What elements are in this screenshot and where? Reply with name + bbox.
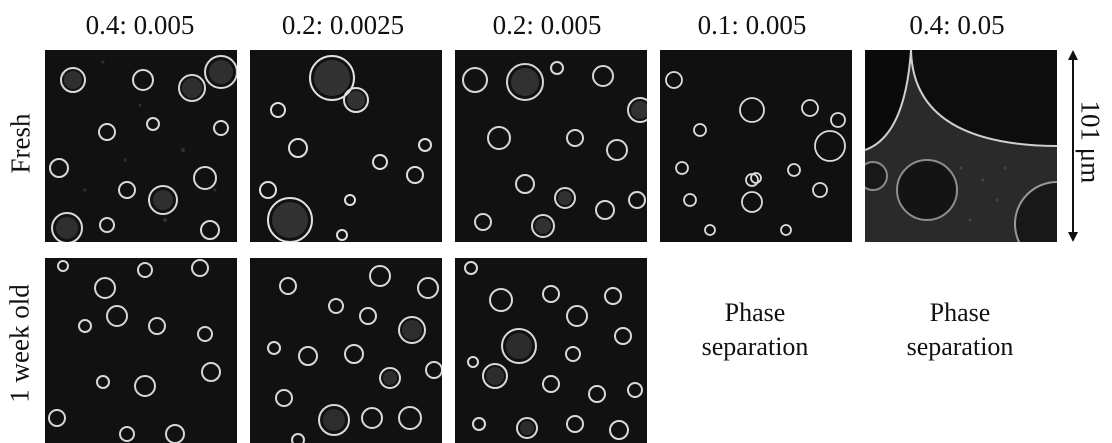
micrograph-week-old-col1 xyxy=(45,258,237,443)
column-header-5: 0.4: 0.05 xyxy=(909,10,1005,40)
column-header-1: 0.4: 0.005 xyxy=(85,10,195,40)
phase-separation-line1: Phase xyxy=(929,298,991,327)
micrograph-fresh-col3 xyxy=(455,50,647,242)
row-label-fresh: Fresh xyxy=(5,113,36,174)
scale-bar-icon xyxy=(1068,50,1078,242)
column-header-3: 0.2: 0.005 xyxy=(492,10,602,40)
micrograph-fresh-col5 xyxy=(865,50,1057,242)
phase-separation-note-col4: Phase separation xyxy=(660,296,850,364)
phase-separation-line1: Phase xyxy=(724,298,786,327)
column-header-4: 0.1: 0.005 xyxy=(697,10,807,40)
scale-bar-label: 101 μm xyxy=(1075,100,1106,184)
micrograph-fresh-col4 xyxy=(660,50,852,242)
micrograph-week-old-col2 xyxy=(250,258,442,443)
phase-separation-line2: separation xyxy=(701,332,809,361)
row-label-week-old: 1 week old xyxy=(4,284,35,403)
micrograph-week-old-col3 xyxy=(455,258,647,443)
micrograph-fresh-col2 xyxy=(250,50,442,242)
micrograph-fresh-col1 xyxy=(45,50,237,242)
column-header-2: 0.2: 0.0025 xyxy=(281,10,405,40)
phase-separation-note-col5: Phase separation xyxy=(865,296,1055,364)
phase-separation-line2: separation xyxy=(906,332,1014,361)
